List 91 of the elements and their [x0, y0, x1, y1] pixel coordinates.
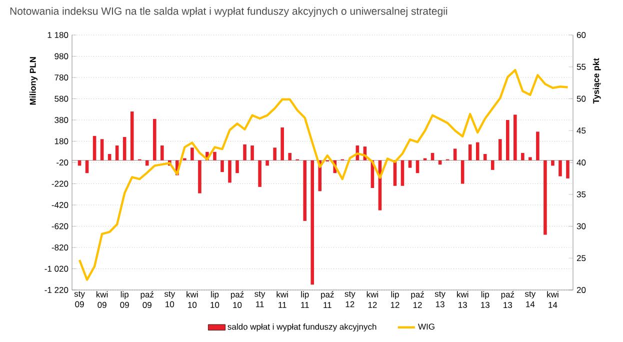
x-tick-label: lip 13: [481, 291, 490, 308]
bar: [400, 160, 404, 186]
x-tick-label: sty 13: [434, 291, 446, 308]
bar: [566, 160, 570, 178]
bar: [130, 111, 134, 160]
bar: [258, 160, 262, 187]
x-tick-label: kwi 14: [547, 291, 558, 308]
x-tick-label: lip 09: [120, 291, 129, 308]
bar: [498, 139, 502, 160]
bar: [310, 160, 314, 285]
bar: [506, 120, 510, 160]
bar: [122, 136, 126, 160]
x-tick-label: kwi 12: [366, 291, 378, 308]
x-tick-label: kwi 13: [457, 291, 468, 308]
y2-tick-label: 60: [576, 32, 586, 38]
bar: [453, 148, 457, 160]
y-tick-label: 1 180: [48, 32, 68, 38]
bar: [521, 152, 524, 160]
y2-tick-label: 20: [576, 286, 586, 293]
x-tick-label: paź 12: [411, 291, 424, 308]
x-tick-label: sty 11: [254, 291, 266, 308]
bar: [303, 160, 307, 221]
x-tick-label: paź 10: [230, 291, 244, 308]
bar: [490, 160, 494, 170]
chart-title: Notowania indeksu WIG na tle salda wpłat i wypłat funduszy akcyjnych o uniwersalnej strategii: [10, 7, 448, 17]
bar: [243, 144, 246, 160]
y-tick-label: 380: [54, 116, 68, 123]
x-tick-label: sty 10: [164, 291, 176, 308]
x-tick-label: paź 13: [501, 291, 514, 308]
y2-tick-label: 40: [576, 159, 586, 166]
bar: [514, 114, 517, 160]
bar: [108, 154, 112, 160]
bar: [115, 145, 119, 160]
bar: [483, 154, 487, 160]
bar: [250, 145, 254, 160]
y2-tick-label: 35: [576, 191, 586, 198]
bar: [92, 136, 96, 160]
bar: [544, 160, 547, 235]
y-tick-label: -420: [52, 202, 68, 208]
x-tick-label: kwi 10: [186, 291, 198, 308]
bar: [551, 160, 554, 166]
bar: [100, 139, 104, 160]
x-tick-label: lip 11: [301, 291, 309, 308]
y2-tick-label: 30: [576, 223, 586, 230]
bar: [220, 160, 224, 172]
bar: [266, 160, 269, 166]
y-tick-label: -620: [52, 223, 68, 230]
bar: [536, 132, 540, 160]
y-tick-label: 780: [54, 74, 68, 80]
bar: [528, 157, 532, 160]
bar: [145, 160, 149, 166]
y-tick-label: -220: [52, 180, 68, 187]
x-tick-label: lip 10: [210, 291, 220, 308]
y-tick-label: -820: [52, 244, 68, 250]
y-tick-label: -1 220: [44, 286, 68, 293]
legend-label: saldo wpłat i wypłat funduszy akcyjnych: [228, 324, 376, 332]
x-tick-label: kwi 09: [96, 291, 108, 308]
y-tick-label: -1 020: [44, 266, 68, 272]
x-tick-label: paź 11: [321, 291, 334, 308]
y-tick-label: 180: [54, 138, 68, 144]
y2-tick-label: 55: [576, 64, 586, 70]
bar: [152, 118, 156, 160]
bar: [430, 152, 434, 160]
bar: [228, 160, 232, 183]
bar: [408, 160, 412, 168]
x-tick-label: sty 14: [524, 291, 536, 308]
y-tick-label: 580: [54, 96, 68, 102]
bar: [476, 142, 480, 160]
bar: [160, 145, 164, 160]
y2-axis-title: Tysiące pkt: [592, 58, 601, 104]
y2-tick-label: 25: [576, 255, 586, 262]
y-axis-title: Miliony PLN: [30, 57, 38, 105]
bar: [236, 160, 239, 174]
x-tick-label: sty 12: [344, 291, 356, 308]
x-tick-label: lip 12: [390, 291, 400, 308]
y-tick-label: 980: [54, 53, 68, 60]
bar: [198, 160, 202, 194]
x-tick-label: kwi 11: [276, 291, 288, 308]
bar: [288, 152, 292, 160]
x-tick-label: sty 09: [74, 291, 85, 308]
legend-label: WIG: [418, 324, 434, 330]
bar: [558, 160, 562, 176]
bar: [213, 152, 216, 160]
bar: [468, 144, 472, 160]
y-tick-label: -20: [56, 159, 68, 166]
bar: [280, 127, 284, 160]
x-tick-label: paź 09: [140, 291, 154, 308]
bar: [190, 148, 194, 160]
bar: [273, 148, 276, 160]
y2-tick-label: 45: [576, 128, 586, 134]
y2-tick-label: 50: [576, 96, 586, 102]
